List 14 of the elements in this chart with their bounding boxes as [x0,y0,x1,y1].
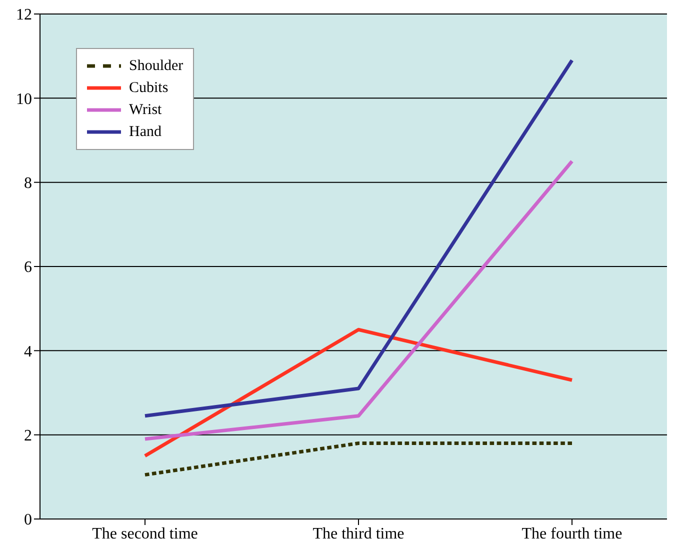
x-tick-label: The third time [312,525,404,542]
x-tick-label: The fourth time [522,525,622,542]
y-tick-label: 0 [24,512,32,529]
y-tick-label: 2 [24,428,32,445]
y-tick-label: 6 [24,259,32,276]
legend-label: Hand [129,123,162,142]
legend-label: Shoulder [129,57,184,76]
x-tick-label: The second time [92,525,198,542]
legend-label: Cubits [129,79,168,98]
y-tick-label: 8 [24,175,32,192]
y-tick-label: 10 [16,90,32,108]
legend-label: Wrist [129,101,162,120]
y-tick-label: 4 [24,343,32,360]
y-tick-label: 12 [16,6,32,24]
